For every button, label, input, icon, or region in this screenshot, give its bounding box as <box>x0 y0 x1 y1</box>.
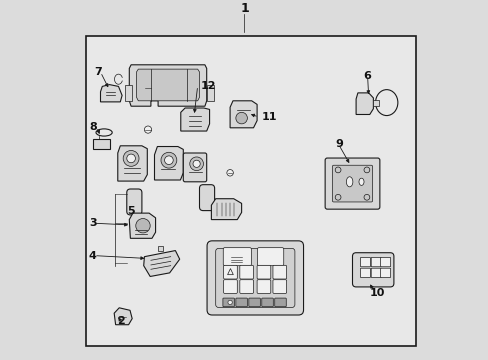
FancyBboxPatch shape <box>183 153 206 182</box>
Text: 9: 9 <box>334 139 342 149</box>
FancyBboxPatch shape <box>239 265 253 279</box>
Bar <box>125 85 132 101</box>
Circle shape <box>189 157 203 171</box>
Bar <box>206 85 213 101</box>
Text: 10: 10 <box>368 288 384 298</box>
Circle shape <box>227 300 232 305</box>
Circle shape <box>136 219 150 233</box>
Circle shape <box>123 150 139 166</box>
Text: 2: 2 <box>117 316 124 326</box>
Circle shape <box>164 156 173 165</box>
FancyBboxPatch shape <box>257 280 270 293</box>
FancyBboxPatch shape <box>223 248 251 266</box>
Polygon shape <box>355 93 373 114</box>
FancyBboxPatch shape <box>239 280 253 293</box>
FancyBboxPatch shape <box>235 298 247 307</box>
FancyBboxPatch shape <box>352 253 393 287</box>
FancyBboxPatch shape <box>215 248 294 307</box>
FancyBboxPatch shape <box>332 165 372 202</box>
Polygon shape <box>230 101 257 128</box>
Polygon shape <box>101 85 122 102</box>
FancyBboxPatch shape <box>370 268 381 278</box>
Ellipse shape <box>346 177 352 187</box>
FancyBboxPatch shape <box>360 257 370 267</box>
FancyBboxPatch shape <box>223 280 237 293</box>
Ellipse shape <box>358 178 363 185</box>
Circle shape <box>193 160 200 167</box>
FancyBboxPatch shape <box>223 265 237 279</box>
Circle shape <box>226 170 233 176</box>
FancyBboxPatch shape <box>370 257 381 267</box>
FancyBboxPatch shape <box>272 280 286 293</box>
FancyBboxPatch shape <box>360 268 370 278</box>
Polygon shape <box>154 147 183 180</box>
Text: 3: 3 <box>89 218 97 228</box>
Polygon shape <box>211 199 241 220</box>
Text: 1: 1 <box>240 3 248 15</box>
Text: 12: 12 <box>200 81 216 91</box>
Circle shape <box>161 152 177 168</box>
Text: 4: 4 <box>89 251 97 261</box>
FancyBboxPatch shape <box>248 298 260 307</box>
Bar <box>86 36 415 346</box>
Circle shape <box>235 112 247 124</box>
FancyBboxPatch shape <box>380 268 390 278</box>
Text: 8: 8 <box>89 122 97 132</box>
FancyBboxPatch shape <box>223 298 234 307</box>
Polygon shape <box>181 108 209 131</box>
FancyBboxPatch shape <box>274 298 285 307</box>
Text: 11: 11 <box>261 112 277 122</box>
Polygon shape <box>129 213 155 238</box>
FancyBboxPatch shape <box>206 241 303 315</box>
FancyBboxPatch shape <box>261 298 273 307</box>
FancyBboxPatch shape <box>257 248 283 266</box>
Bar <box>158 246 163 251</box>
FancyBboxPatch shape <box>257 265 270 279</box>
Text: 7: 7 <box>94 67 102 77</box>
FancyBboxPatch shape <box>272 265 286 279</box>
Polygon shape <box>143 251 179 276</box>
Polygon shape <box>136 69 199 101</box>
Polygon shape <box>129 65 206 106</box>
Bar <box>92 139 110 149</box>
Text: 6: 6 <box>362 71 370 81</box>
Circle shape <box>144 126 151 133</box>
FancyBboxPatch shape <box>380 257 390 267</box>
Bar <box>373 100 378 106</box>
FancyBboxPatch shape <box>199 185 214 211</box>
FancyBboxPatch shape <box>126 189 142 215</box>
Text: 5: 5 <box>127 206 135 216</box>
Circle shape <box>144 85 151 92</box>
FancyBboxPatch shape <box>325 158 379 209</box>
Circle shape <box>126 154 135 163</box>
Polygon shape <box>114 308 132 325</box>
Polygon shape <box>118 146 147 181</box>
